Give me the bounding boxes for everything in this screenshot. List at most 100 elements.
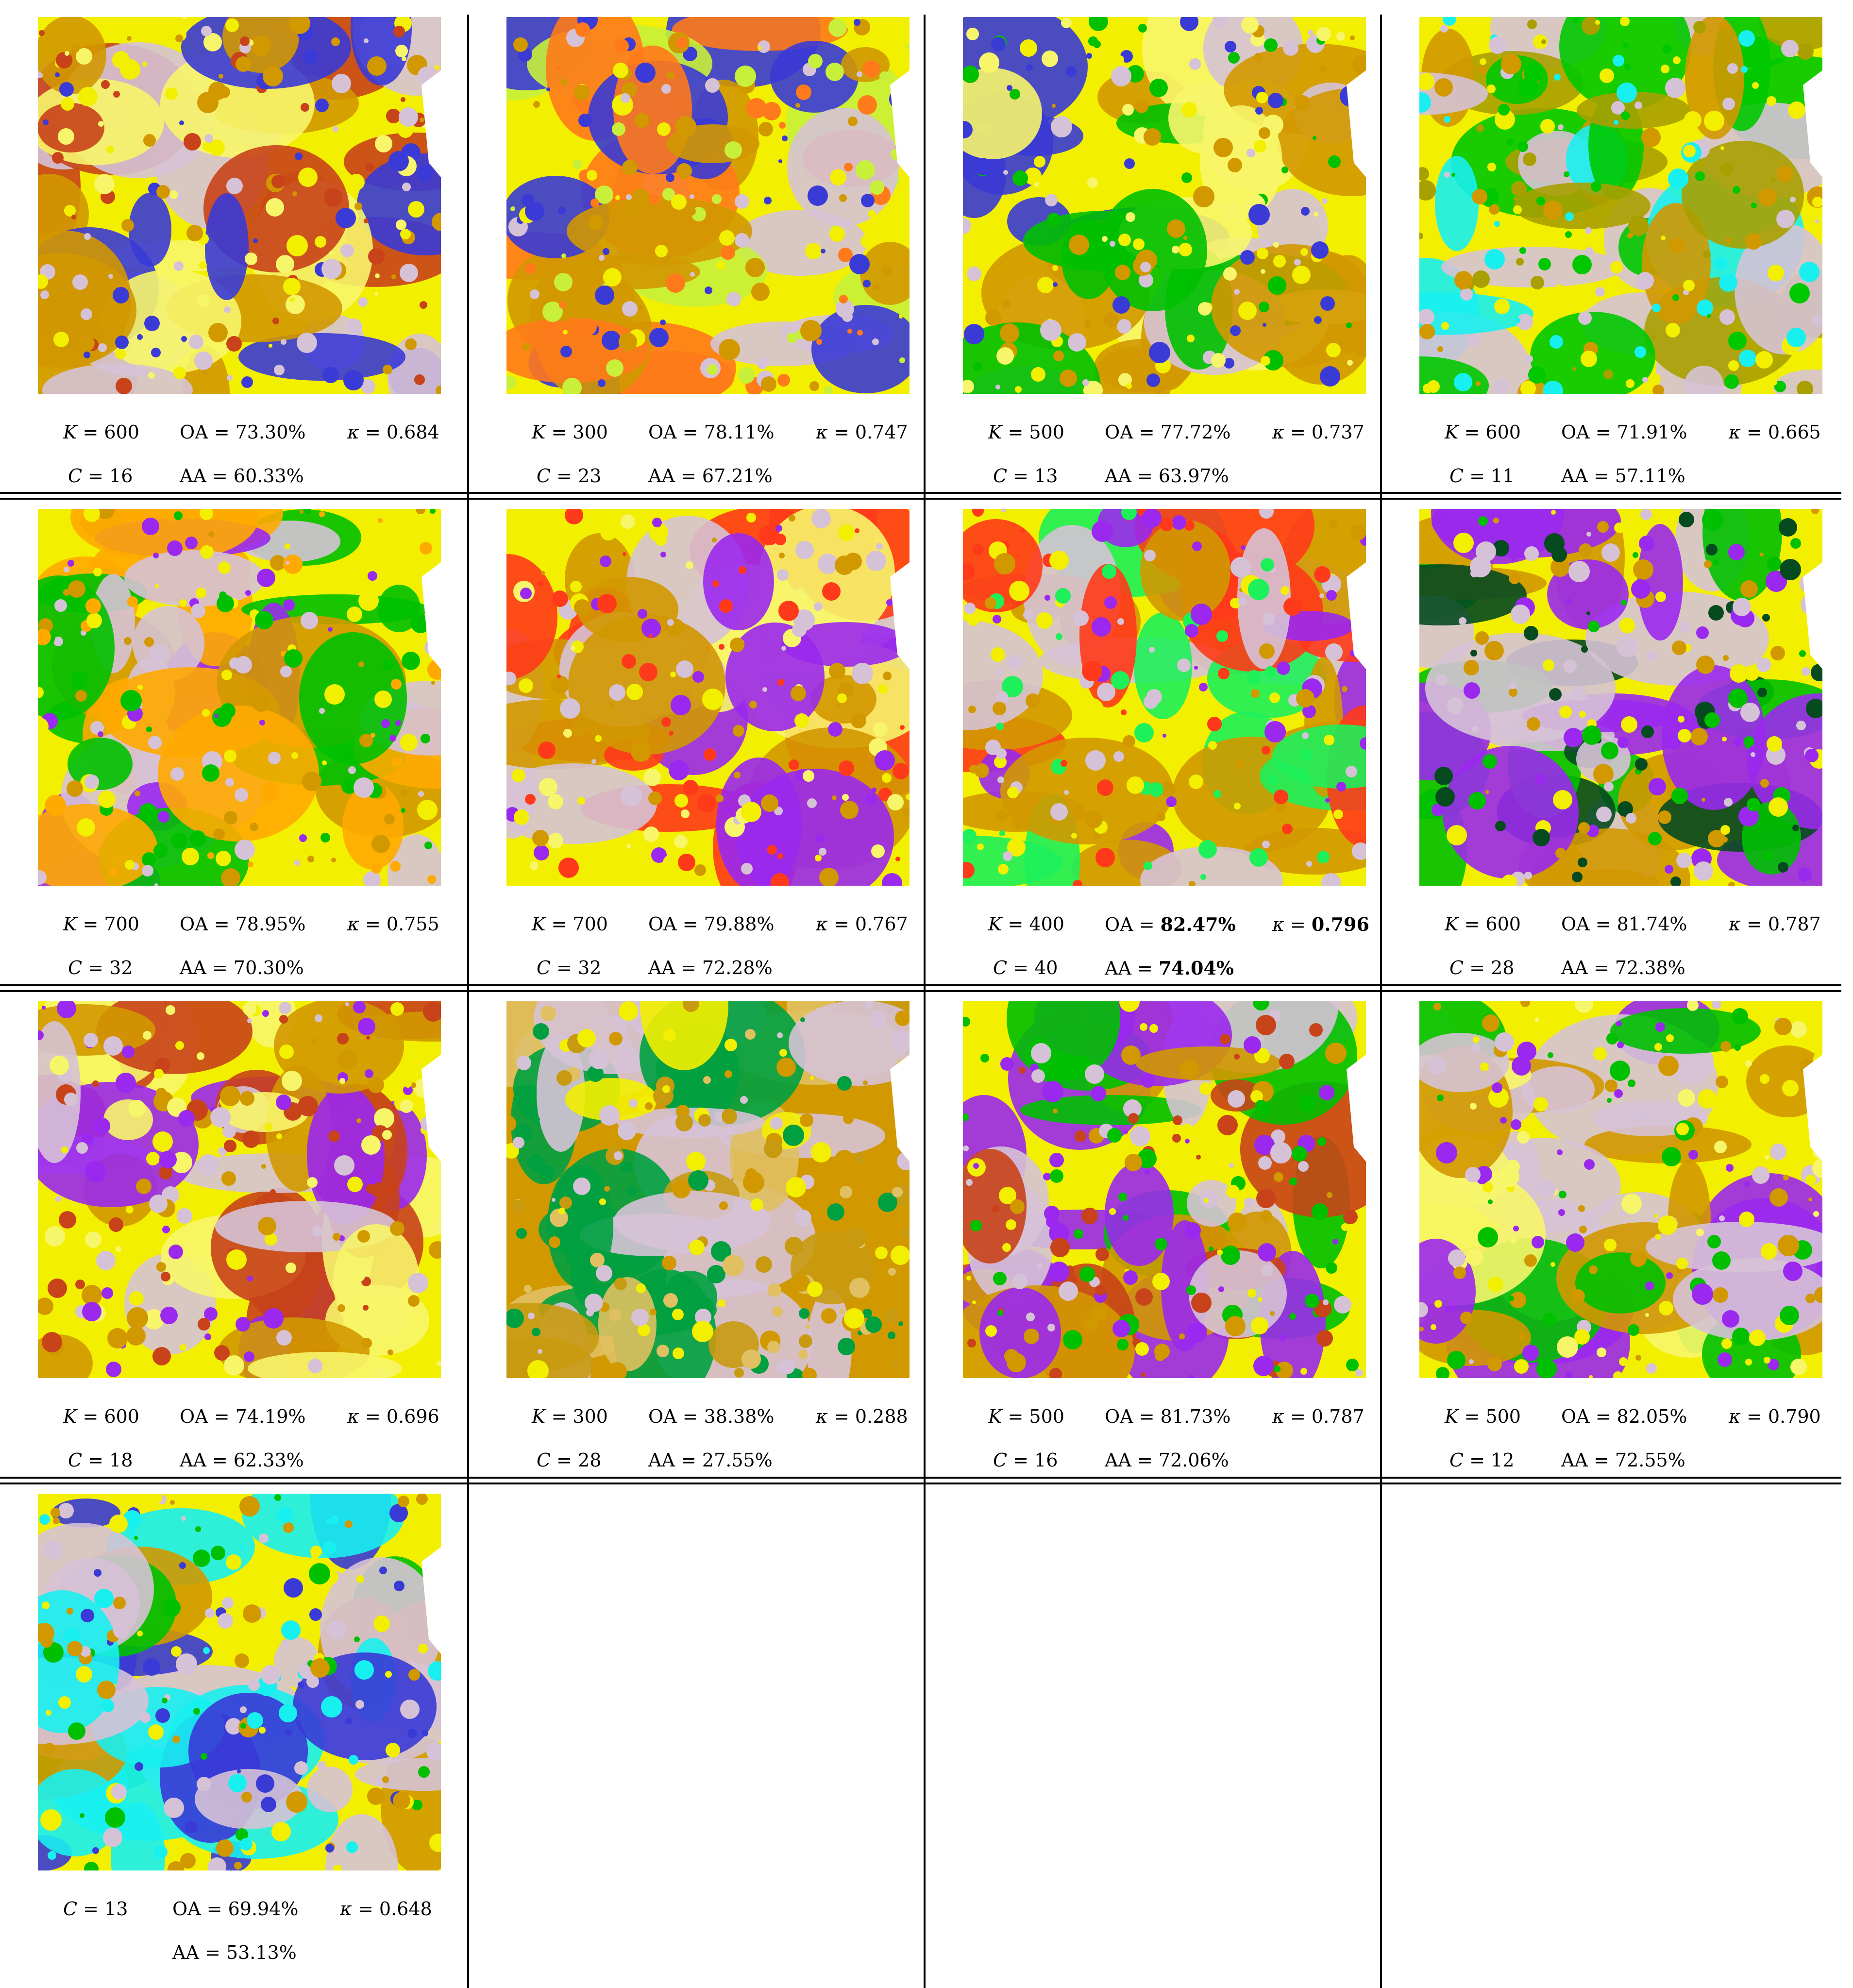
c-value-label-symbol: C: [68, 1449, 83, 1471]
aa-value-label-value: 27.55%: [702, 1449, 773, 1471]
k-value-label: K = 600: [63, 421, 139, 443]
aa-value-label-symbol: AA: [180, 957, 206, 978]
k-value-label-symbol: K: [1445, 913, 1459, 935]
oa-value-label-value: 74.19%: [235, 1406, 306, 1427]
k-value-label-value: 700: [573, 913, 608, 935]
aa-value-label-symbol: AA: [1105, 465, 1131, 487]
oa-value-label-symbol: OA: [1105, 914, 1133, 935]
aa-value-label-value: 57.11%: [1615, 465, 1685, 487]
panel-metrics: K = 700 OA = 79.88% κ = 0.767 C = 32 AA = 72…: [469, 492, 925, 983]
kappa-value-label-symbol: κ: [1272, 1406, 1284, 1427]
c-value-label: C = 32: [537, 957, 602, 978]
classification-map: [506, 509, 910, 886]
c-value-label-value: 40: [1034, 957, 1058, 978]
c-value-label-value: 16: [109, 465, 133, 487]
kappa-value-label-value: 0.790: [1768, 1406, 1821, 1427]
oa-value-label: OA = 77.72%: [1105, 421, 1231, 443]
aa-value-label-symbol: AA: [180, 1449, 206, 1471]
aa-value-label-symbol: AA: [648, 957, 675, 978]
k-value-label: K = 700: [532, 913, 608, 935]
aa-value-label-symbol: AA: [1561, 957, 1588, 978]
c-value-label-symbol: C: [1449, 465, 1464, 487]
k-value-label-symbol: K: [988, 1406, 1002, 1427]
oa-value-label: OA = 73.30%: [180, 421, 306, 443]
kappa-value-label: κ = 0.796: [1272, 913, 1369, 935]
c-value-label-symbol: C: [537, 465, 551, 487]
classification-map: [506, 1001, 910, 1378]
oa-value-label-symbol: OA: [1105, 1406, 1133, 1427]
c-value-label: C = 40: [993, 957, 1058, 978]
kappa-value-label-value: 0.787: [1768, 913, 1821, 935]
map-panel: K = 500 OA = 77.72% κ = 0.737 C = 13 AA = 63…: [925, 0, 1381, 491]
k-value-label: K = 700: [63, 913, 139, 935]
k-value-label: K = 300: [532, 1406, 608, 1427]
map-panel: K = 700 OA = 79.88% κ = 0.767 C = 32 AA = 72…: [469, 492, 925, 983]
c-value-label: C = 28: [1449, 957, 1515, 978]
oa-value-label-symbol: OA: [1561, 913, 1590, 935]
kappa-value-label-value: 0.796: [1311, 913, 1369, 935]
classification-map: [1419, 509, 1822, 886]
oa-value-label: OA = 71.91%: [1561, 421, 1687, 443]
oa-value-label-value: 81.73%: [1160, 1406, 1231, 1427]
c-value-label-symbol: C: [1449, 957, 1464, 978]
oa-value-label-value: 77.72%: [1160, 421, 1231, 443]
panel-metrics: K = 600 OA = 71.91% κ = 0.665 C = 11 AA = 57…: [1381, 0, 1838, 491]
kappa-value-label-value: 0.755: [386, 913, 439, 935]
k-value-label-value: 500: [1029, 421, 1064, 443]
aa-value-label: AA = 27.55%: [648, 1449, 773, 1471]
oa-value-label-symbol: OA: [172, 1898, 201, 1920]
kappa-value-label-symbol: κ: [816, 913, 828, 935]
c-value-label: C = 13: [993, 465, 1058, 487]
oa-value-label-symbol: OA: [1105, 421, 1133, 443]
c-value-label: C = 16: [993, 1449, 1058, 1471]
k-value-label-symbol: K: [63, 913, 77, 935]
aa-value-label-value: 72.06%: [1158, 1449, 1229, 1471]
oa-value-label-symbol: OA: [648, 421, 677, 443]
oa-value-label-symbol: OA: [1561, 1406, 1590, 1427]
kappa-value-label-symbol: κ: [1272, 914, 1284, 935]
c-value-label: C = 18: [68, 1449, 133, 1471]
kappa-value-label-symbol: κ: [340, 1898, 352, 1920]
row-divider: [0, 984, 1841, 986]
row-divider: [0, 492, 1841, 494]
map-panel: K = 400 OA = 82.47% κ = 0.796 C = 40 AA = 74…: [925, 492, 1381, 983]
k-value-label-value: 600: [1485, 421, 1521, 443]
kappa-value-label: κ = 0.696: [347, 1406, 439, 1427]
c-value-label-symbol: C: [993, 465, 1008, 487]
panel-metrics: K = 600 OA = 81.74% κ = 0.787 C = 28 AA = 72…: [1381, 492, 1838, 983]
kappa-value-label-symbol: κ: [816, 421, 828, 443]
k-value-label: K = 600: [1445, 421, 1521, 443]
k-value-label-symbol: K: [63, 421, 77, 443]
aa-value-label-value: 53.13%: [226, 1942, 297, 1963]
k-value-label: K = 600: [63, 1406, 139, 1427]
panel-metrics: K = 600 OA = 74.19% κ = 0.696 C = 18 AA = 62…: [0, 984, 456, 1476]
kappa-value-label-value: 0.747: [855, 421, 908, 443]
c-value-label-value: 13: [104, 1898, 128, 1920]
aa-value-label-symbol: AA: [172, 1942, 199, 1963]
k-value-label-value: 600: [104, 1406, 139, 1427]
aa-value-label: AA = 57.11%: [1561, 465, 1685, 487]
c-value-label-value: 18: [109, 1449, 133, 1471]
c-value-label: C = 32: [68, 957, 133, 978]
c-value-label-symbol: C: [993, 957, 1008, 978]
aa-value-label-value: 72.28%: [702, 957, 773, 978]
map-panel: K = 600 OA = 74.19% κ = 0.696 C = 18 AA = 62…: [0, 984, 456, 1476]
oa-value-label-value: 82.05%: [1617, 1406, 1687, 1427]
kappa-value-label-symbol: κ: [816, 1406, 828, 1427]
k-value-label-value: 300: [573, 421, 608, 443]
map-panel: K = 600 OA = 81.74% κ = 0.787 C = 28 AA = 72…: [1381, 492, 1838, 983]
oa-value-label: OA = 81.74%: [1561, 913, 1687, 935]
k-value-label-symbol: K: [988, 421, 1002, 443]
c-value-label-symbol: C: [537, 1449, 551, 1471]
kappa-value-label-value: 0.288: [855, 1406, 908, 1427]
k-value-label-value: 600: [104, 421, 139, 443]
kappa-value-label: κ = 0.648: [340, 1898, 432, 1920]
column-divider: [924, 15, 926, 1988]
kappa-value-label: κ = 0.787: [1272, 1406, 1364, 1427]
k-value-label-symbol: K: [63, 1406, 77, 1427]
aa-value-label: AA = 72.28%: [648, 957, 773, 978]
column-divider: [467, 15, 469, 1988]
kappa-value-label-value: 0.648: [379, 1898, 432, 1920]
oa-value-label-value: 79.88%: [704, 913, 775, 935]
c-value-label: C = 11: [1449, 465, 1515, 487]
